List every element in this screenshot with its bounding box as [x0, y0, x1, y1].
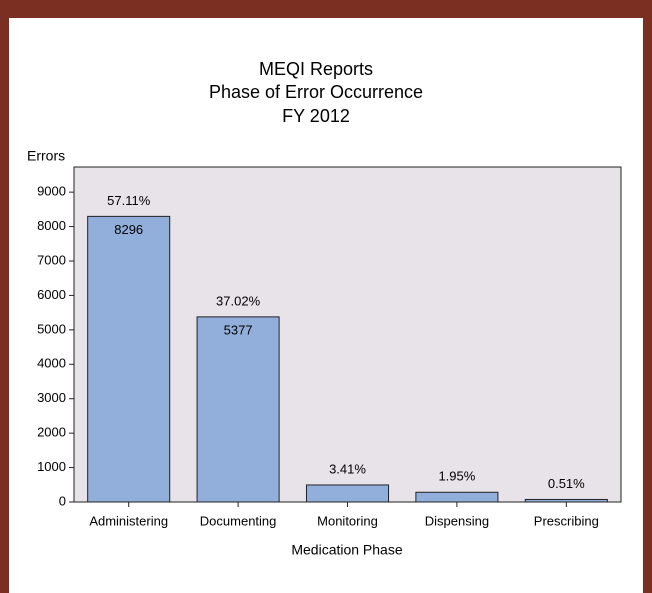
bar: [196, 316, 280, 503]
y-tick-label: 2000: [37, 425, 66, 440]
chart-title: MEQI Reports: [259, 59, 373, 79]
y-tick-label: 1000: [37, 459, 66, 474]
y-tick-label: 0: [59, 493, 66, 508]
y-tick-label: 9000: [37, 184, 66, 199]
x-tick-label: Monitoring: [317, 513, 378, 528]
x-tick-label: Prescribing: [534, 513, 599, 528]
y-tick-label: 7000: [37, 252, 66, 267]
bar: [524, 498, 608, 503]
chart-title: Phase of Error Occurrence: [209, 82, 423, 102]
y-tick-label: 8000: [37, 218, 66, 233]
x-tick-label: Documenting: [200, 513, 277, 528]
percent-label: 1.95%: [438, 469, 475, 484]
y-tick-label: 3000: [37, 390, 66, 405]
percent-label: 3.41%: [329, 461, 366, 476]
bar: [87, 215, 171, 503]
y-tick-label: 6000: [37, 287, 66, 302]
value-label: 5377: [224, 322, 253, 337]
y-axis-label: Errors: [27, 148, 65, 164]
y-tick-label: 4000: [37, 356, 66, 371]
x-tick-label: Administering: [89, 513, 168, 528]
chart-title: FY 2012: [282, 106, 350, 126]
x-tick-label: Dispensing: [425, 513, 489, 528]
value-label: 8296: [114, 222, 143, 237]
y-tick-label: 5000: [37, 321, 66, 336]
percent-label: 37.02%: [216, 293, 261, 308]
bar: [415, 491, 499, 503]
x-axis-label: Medication Phase: [291, 542, 403, 558]
percent-label: 0.51%: [548, 476, 585, 491]
percent-label: 57.11%: [107, 193, 151, 208]
bar: [305, 484, 390, 503]
